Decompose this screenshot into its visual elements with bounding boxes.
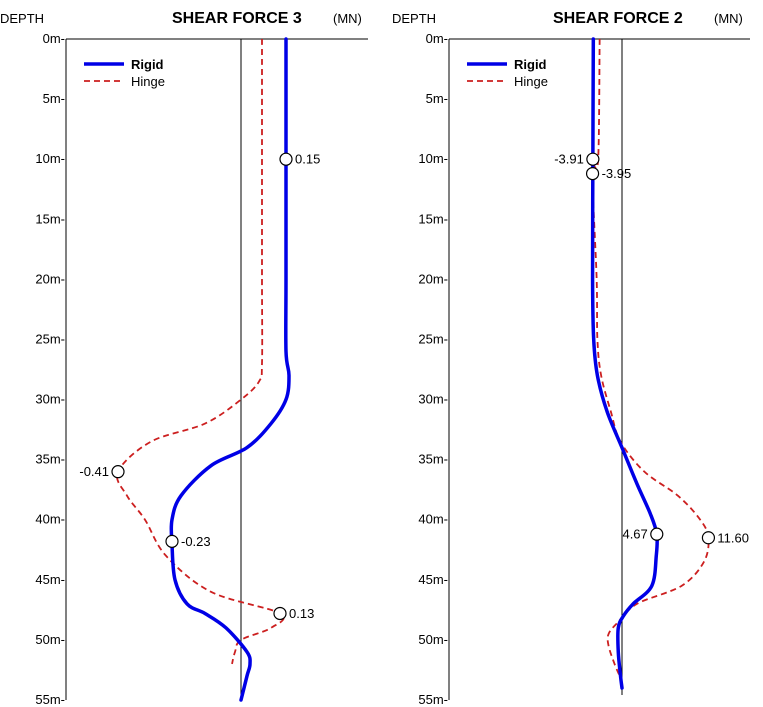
legend: Rigid Hinge xyxy=(467,57,548,89)
chart-panel-shear-force-2: DEPTH SHEAR FORCE 2 (MN) 0m- 5m- 10m- 15m- 2… xyxy=(392,10,750,707)
annotation-group: -3.91 -3.95 4.67 11.60 xyxy=(554,152,749,546)
annotation-marker xyxy=(111,465,125,479)
legend-rigid-label: Rigid xyxy=(131,57,164,72)
depth-tick-label: 25m- xyxy=(418,331,448,346)
series-group xyxy=(116,37,291,702)
chart-title: SHEAR FORCE 2 xyxy=(553,10,683,27)
annotation-label: 4.67 xyxy=(622,527,647,542)
chart-panel-shear-force-3: DEPTH SHEAR FORCE 3 (MN) 0m- 5m- 10m- 15m- 2… xyxy=(0,10,368,707)
depth-tick-label: 20m- xyxy=(35,271,65,286)
annotation-marker xyxy=(165,534,179,548)
annotation-label: -3.95 xyxy=(602,166,632,181)
annotation-marker xyxy=(650,527,664,541)
annotation-group: 0.15 -0.41 -0.23 0.13 xyxy=(79,152,320,621)
depth-header: DEPTH xyxy=(392,11,436,26)
depth-tick-label: 25m- xyxy=(35,331,65,346)
depth-tick-label: 30m- xyxy=(418,392,448,407)
legend-rigid-label: Rigid xyxy=(514,57,547,72)
series-line-rigid xyxy=(590,37,660,690)
depth-tick-label: 5m- xyxy=(43,91,65,106)
depth-tick-label: 0m- xyxy=(426,31,448,46)
depth-tick-label: 45m- xyxy=(35,572,65,587)
series-line-hinge xyxy=(116,39,285,665)
depth-ticks: 0m- 5m- 10m- 15m- 20m- 25m- 30m- 35m- 40m- 45m- 50… xyxy=(418,31,448,707)
annotation-label: 0.13 xyxy=(289,606,314,621)
depth-tick-label: 15m- xyxy=(418,211,448,226)
annotation-label: 11.60 xyxy=(717,530,749,545)
series-line-hinge xyxy=(591,38,710,677)
depth-tick-label: 15m- xyxy=(35,211,65,226)
depth-header: DEPTH xyxy=(0,11,44,26)
annotation-label: -3.91 xyxy=(554,152,584,167)
series-group xyxy=(590,37,710,690)
depth-tick-label: 30m- xyxy=(35,392,65,407)
depth-tick-label: 55m- xyxy=(35,692,65,707)
depth-tick-label: 5m- xyxy=(426,91,448,106)
annotation-marker xyxy=(585,167,600,181)
depth-tick-label: 45m- xyxy=(418,572,448,587)
chart-unit: (MN) xyxy=(714,11,743,26)
legend-hinge-label: Hinge xyxy=(514,74,548,89)
chart-unit: (MN) xyxy=(333,11,362,26)
annotation-label: -0.23 xyxy=(181,534,211,549)
depth-tick-label: 10m- xyxy=(418,151,448,166)
depth-ticks: 0m- 5m- 10m- 15m- 20m- 25m- 30m- 35m- 40m- 45m- 50… xyxy=(35,31,65,707)
legend: Rigid Hinge xyxy=(84,57,165,89)
legend-hinge-label: Hinge xyxy=(131,74,165,89)
annotation-marker xyxy=(273,606,287,621)
depth-tick-label: 40m- xyxy=(418,512,448,527)
depth-tick-label: 35m- xyxy=(35,452,65,467)
depth-tick-label: 20m- xyxy=(418,271,448,286)
depth-tick-label: 10m- xyxy=(35,151,65,166)
depth-tick-label: 0m- xyxy=(43,31,65,46)
annotation-marker xyxy=(586,152,600,166)
annotation-label: -0.41 xyxy=(79,464,109,479)
annotation-marker xyxy=(279,152,293,166)
depth-tick-label: 35m- xyxy=(418,452,448,467)
depth-tick-label: 40m- xyxy=(35,512,65,527)
annotation-marker xyxy=(701,531,716,545)
series-line-rigid xyxy=(169,37,291,702)
depth-tick-label: 50m- xyxy=(35,632,65,647)
chart-title: SHEAR FORCE 3 xyxy=(172,10,302,27)
annotation-label: 0.15 xyxy=(295,152,320,167)
depth-tick-label: 50m- xyxy=(418,632,448,647)
depth-tick-label: 55m- xyxy=(418,692,448,707)
